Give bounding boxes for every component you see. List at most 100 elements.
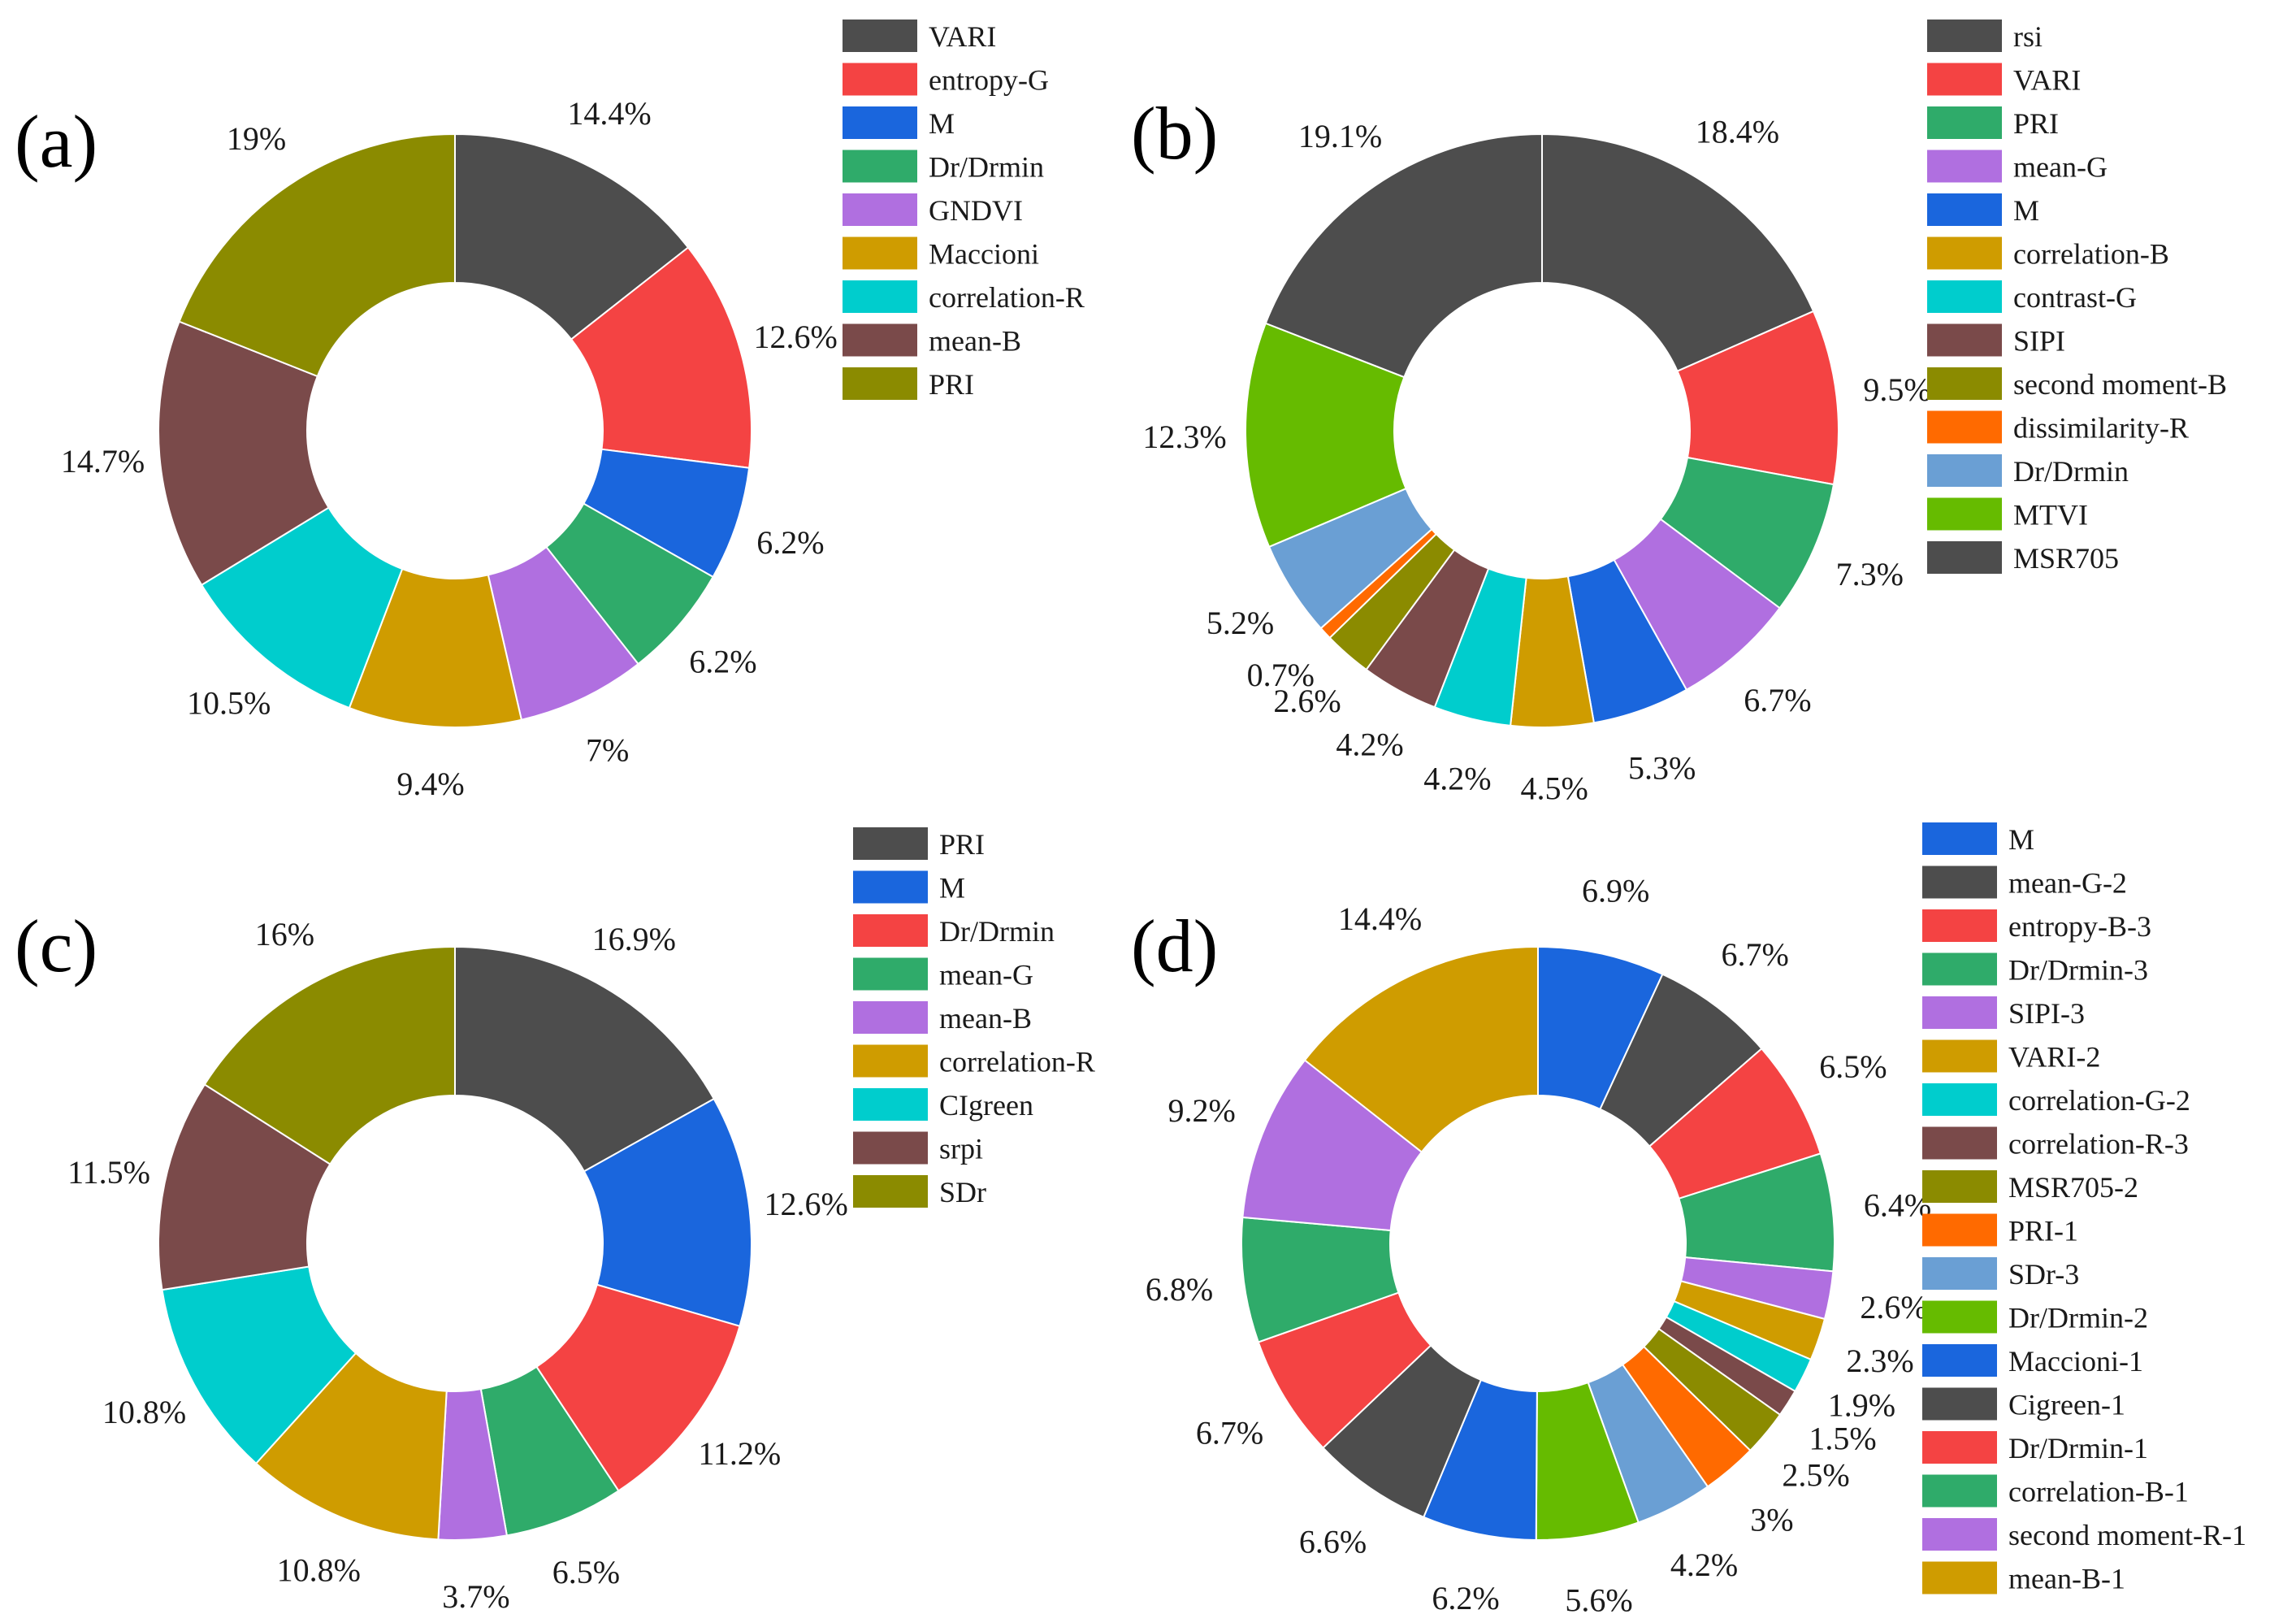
- panel-c-percent-labels: 16.9% 12.6% 11.2% 6.5% 3.7% 10.8% 10.8% 11.5% 16…: [67, 916, 848, 1614]
- legend-swatch-pri: [1927, 106, 2002, 139]
- legend-swatch-sdr-3: [1922, 1257, 1997, 1290]
- percent-label-m: 6.9%: [1582, 872, 1649, 909]
- legend-label-sipi-3: SIPI-3: [2008, 997, 2085, 1030]
- percent-label-cigreen: 10.8%: [102, 1394, 186, 1430]
- percent-label-sipi: 4.2%: [1336, 727, 1403, 763]
- percent-label-maccioni-1: 6.2%: [1432, 1580, 1499, 1614]
- panel-b-percent-labels: 18.4% 9.5% 7.3% 6.7% 5.3% 4.5% 4.2% 4.2% 2.6%0.7…: [1142, 114, 1930, 807]
- legend-label-vari-2: VARI-2: [2008, 1041, 2100, 1074]
- legend-label-dr-drmin: Dr/Drmin: [939, 915, 1055, 948]
- percent-label-srpi: 11.5%: [67, 1154, 150, 1191]
- legend-label-dr-drmin: Dr/Drmin: [2013, 455, 2129, 488]
- legend-swatch-maccioni: [843, 236, 917, 270]
- slice-mtvi: [1245, 322, 1407, 549]
- slice-entropy-g: [570, 246, 752, 469]
- legend-label-mean-g: mean-G: [2013, 151, 2108, 184]
- legend-swatch-mean-b: [843, 323, 917, 357]
- legend-swatch-dr-drmin-3: [1922, 952, 1997, 986]
- legend-label-mean-b-1: mean-B-1: [2008, 1563, 2125, 1595]
- percent-label-dr-drmin: 11.2%: [698, 1435, 781, 1472]
- legend-swatch-second-moment-r-1: [1922, 1518, 1997, 1551]
- legend-swatch-sdr: [853, 1175, 928, 1208]
- panel-c-letter: (c): [15, 905, 97, 987]
- percent-label-second-moment-b: 2.6%: [1273, 683, 1341, 719]
- legend-swatch-rsi: [1927, 20, 2002, 52]
- legend-label-msr705-2: MSR705-2: [2008, 1171, 2138, 1204]
- legend-swatch-cigreen: [853, 1088, 928, 1121]
- percent-label-rsi: 18.4%: [1696, 114, 1779, 150]
- legend-swatch-vari: [843, 20, 917, 52]
- legend-label-correlation-g-2: correlation-G-2: [2008, 1084, 2190, 1117]
- legend-label-second-moment-r-1: second moment-R-1: [2008, 1519, 2246, 1551]
- percent-label-dr-drmin: 6.2%: [689, 644, 756, 680]
- percent-label-dr-drmin-3: 6.4%: [1864, 1187, 1931, 1224]
- percent-label-m: 12.6%: [765, 1186, 848, 1222]
- legend-swatch-mean-g: [853, 957, 928, 991]
- percent-label-mean-g: 6.7%: [1744, 682, 1811, 718]
- percent-label-sdr-3: 4.2%: [1670, 1547, 1738, 1583]
- legend-label-srpi: srpi: [939, 1133, 983, 1165]
- legend-swatch-dr-drmin: [1927, 454, 2002, 487]
- legend-swatch-pri: [843, 367, 917, 400]
- legend-swatch-correlation-b: [1927, 236, 2002, 270]
- panel-a: (a) 14.4% 12.6% 6.2% 6.2% 7% 9.4% 10.5% 14.7% 19…: [15, 20, 1085, 802]
- slice-correlation-r: [200, 506, 404, 709]
- legend-swatch-sipi: [1927, 323, 2002, 357]
- legend-label-m: M: [939, 872, 965, 905]
- legend-label-mean-g: mean-G: [939, 959, 1033, 991]
- legend-label-dr-drmin-3: Dr/Drmin-3: [2008, 954, 2148, 987]
- percent-label-pri: 19%: [227, 120, 286, 157]
- legend-label-correlation-r-3: correlation-R-3: [2008, 1128, 2189, 1161]
- percent-label-vari: 9.5%: [1863, 371, 1930, 408]
- percent-label-cigreen-1: 6.6%: [1299, 1524, 1367, 1560]
- panel-b: (b) 18.4% 9.5% 7.3% 6.7% 5.3% 4.5% 4.2% 4.2% 2.6…: [1131, 20, 2227, 807]
- percent-label-pri: 16.9%: [592, 921, 676, 957]
- percent-label-m: 6.2%: [756, 524, 824, 561]
- legend-label-dr-drmin: Dr/Drmin: [929, 151, 1044, 184]
- percent-label-dr-drmin-2: 5.6%: [1565, 1582, 1632, 1614]
- legend-swatch-contrast-g: [1927, 280, 2002, 313]
- percent-label-mean-g-2: 6.7%: [1722, 936, 1789, 973]
- panel-d: (d) 6.9% 6.7% 6.5% 6.4% 2.6% 2.3% 1.9%1.5%2.5%…: [1131, 822, 2246, 1614]
- panel-a-letter: (a): [15, 100, 97, 183]
- slice-vari: [454, 132, 690, 341]
- legend-swatch-pri-1: [1922, 1213, 1997, 1247]
- legend-label-dissimilarity-r: dissimilarity-R: [2013, 412, 2189, 445]
- slice-dr-drmin: [535, 1283, 741, 1492]
- legend-swatch-mean-g-2: [1922, 866, 1997, 899]
- legend-swatch-entropy-b-3: [1922, 909, 1997, 942]
- percent-label-dr-drmin: 5.2%: [1206, 605, 1274, 641]
- percent-label-correlation-b: 4.5%: [1521, 770, 1588, 807]
- legend-swatch-srpi: [853, 1131, 928, 1165]
- panel-a-percent-labels: 14.4% 12.6% 6.2% 6.2% 7% 9.4% 10.5% 14.7% 19%: [61, 95, 838, 802]
- legend-label-pri: PRI: [2013, 107, 2059, 140]
- legend-label-sdr: SDr: [939, 1176, 986, 1208]
- legend-label-maccioni: Maccioni: [929, 238, 1039, 271]
- legend-swatch-mean-b-1: [1922, 1561, 1997, 1594]
- legend-swatch-m: [1927, 193, 2002, 226]
- legend-label-correlation-b-1: correlation-B-1: [2008, 1476, 2189, 1508]
- legend-label-mean-b: mean-B: [939, 1002, 1032, 1035]
- percent-label-mean-g: 6.5%: [552, 1554, 620, 1590]
- percent-label-dissimilarity-r: 0.7%: [1247, 657, 1315, 693]
- legend-label-pri: PRI: [939, 828, 985, 861]
- legend-label-second-moment-b: second moment-B: [2013, 368, 2227, 401]
- percent-label-gndvi: 7%: [586, 731, 629, 768]
- slice-mean-b: [157, 320, 330, 587]
- percent-label-correlation-r: 10.8%: [277, 1551, 361, 1588]
- percent-label-correlation-r-3: 1.5%: [1809, 1421, 1876, 1457]
- legend-swatch-correlation-b-1: [1922, 1474, 1997, 1508]
- percent-label-entropy-g: 12.6%: [754, 319, 838, 355]
- legend-swatch-msr705: [1927, 541, 2002, 574]
- legend-swatch-mtvi: [1927, 497, 2002, 531]
- legend-label-m: M: [2013, 194, 2039, 227]
- legend-swatch-correlation-r: [853, 1044, 928, 1078]
- legend-swatch-maccioni-1: [1922, 1344, 1997, 1377]
- percent-label-maccioni: 9.4%: [396, 766, 464, 802]
- slice-pri: [178, 132, 456, 378]
- panel-d-percent-labels: 6.9% 6.7% 6.5% 6.4% 2.6% 2.3% 1.9%1.5%2.5% 3% 4.…: [1146, 872, 1931, 1614]
- legend-swatch-dr-drmin: [843, 150, 917, 183]
- panel-b-donut: [1245, 132, 1839, 728]
- panel-c: (c) 16.9% 12.6% 11.2% 6.5% 3.7% 10.8% 10.8% 11.…: [15, 827, 1095, 1614]
